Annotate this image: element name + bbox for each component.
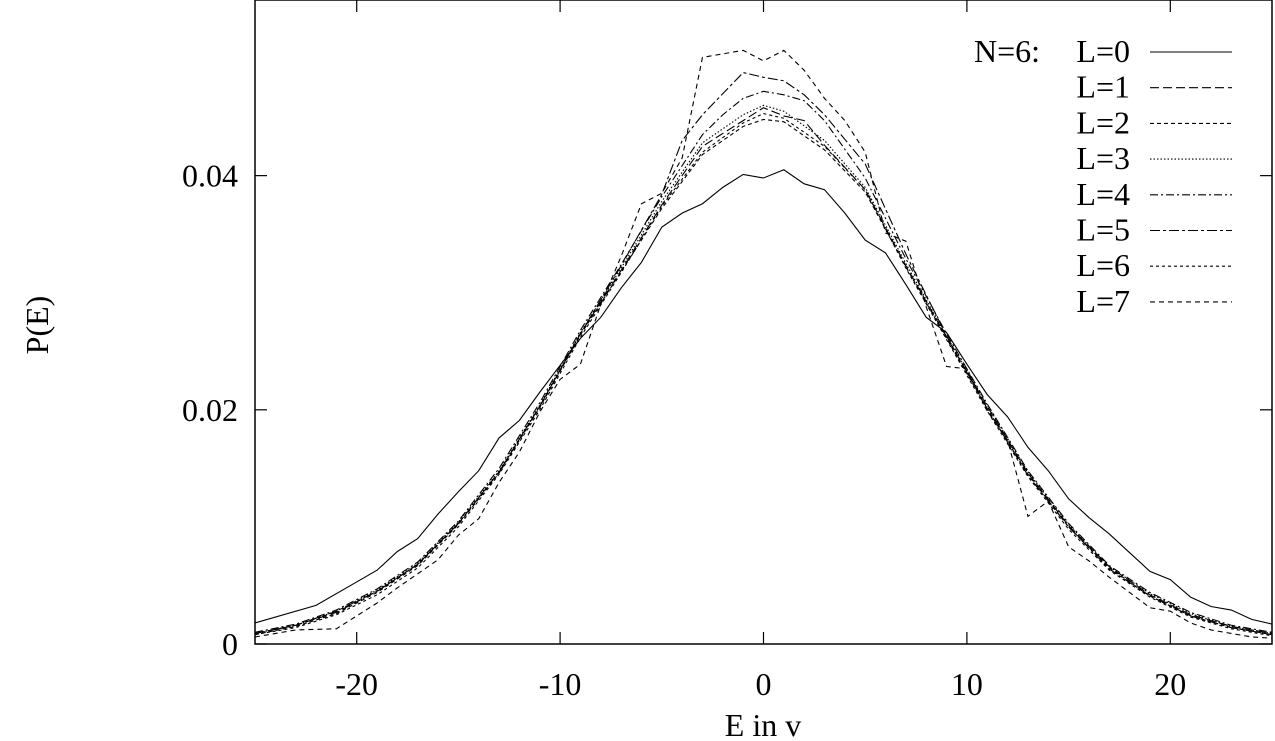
legend-label: L=3 [1076, 140, 1130, 176]
y-tick-label: 0.04 [182, 158, 238, 194]
legend: L=0L=1L=2L=3L=4L=5L=6L=7 N=6: [974, 33, 1232, 319]
legend-label: L=1 [1076, 69, 1130, 105]
y-tick-label: 0 [222, 626, 238, 662]
legend-label: L=2 [1076, 104, 1130, 140]
x-tick-label: 10 [951, 666, 983, 702]
legend-prefix: N=6: [974, 33, 1040, 69]
x-tick-label: -10 [539, 666, 582, 702]
y-tick-label: 0.02 [182, 392, 238, 428]
series-layer [254, 49, 1273, 639]
legend-label: L=6 [1076, 247, 1130, 283]
legend-label: L=5 [1076, 212, 1130, 248]
series-line-l3 [254, 104, 1273, 635]
legend-label: L=7 [1076, 283, 1130, 319]
x-tick-label: 20 [1154, 666, 1186, 702]
x-tick-label: 0 [756, 666, 772, 702]
series-line-l1 [254, 107, 1273, 635]
legend-label: L=0 [1076, 33, 1130, 69]
y-axis: 0 0.02 0.04 [182, 158, 1272, 662]
legend-label: L=4 [1076, 176, 1130, 212]
x-axis: -20 -10 0 10 20 [335, 0, 1186, 702]
x-tick-label: -20 [335, 666, 378, 702]
series-line-l0 [254, 169, 1273, 625]
series-line-l5 [254, 71, 1273, 636]
y-axis-title: P(E) [19, 296, 55, 355]
x-axis-title: E in v [725, 707, 801, 741]
series-line-l4 [254, 90, 1273, 633]
series-line-l6 [254, 113, 1273, 637]
